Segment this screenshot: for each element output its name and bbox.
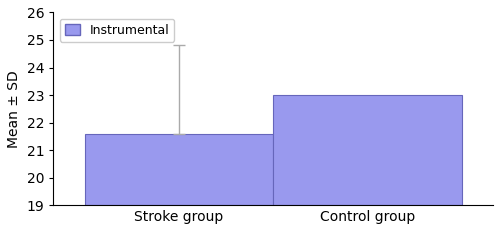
Legend: Instrumental: Instrumental	[60, 19, 174, 42]
Bar	[84, 134, 273, 205]
Bar	[273, 95, 462, 205]
Y-axis label: Mean ± SD: Mean ± SD	[7, 70, 21, 148]
